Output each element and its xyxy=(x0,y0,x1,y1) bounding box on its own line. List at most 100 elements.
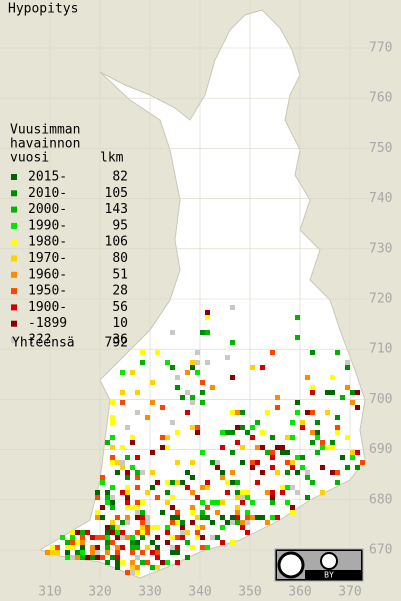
observation-dot xyxy=(155,350,160,355)
observation-dot xyxy=(130,535,135,540)
observation-dot xyxy=(140,500,145,505)
observation-dot xyxy=(140,560,145,565)
observation-dot xyxy=(255,480,260,485)
legend-count: 28 xyxy=(112,284,128,299)
observation-dot xyxy=(245,430,250,435)
observation-dot xyxy=(270,515,275,520)
observation-dot xyxy=(100,535,105,540)
observation-dot xyxy=(115,535,120,540)
observation-dot xyxy=(275,470,280,475)
observation-dot xyxy=(270,495,275,500)
cc-icon xyxy=(277,551,305,579)
observation-dot xyxy=(75,555,80,560)
observation-dot xyxy=(245,490,250,495)
observation-dot xyxy=(270,350,275,355)
observation-dot xyxy=(235,480,240,485)
observation-dot xyxy=(335,470,340,475)
observation-dot xyxy=(125,520,130,525)
observation-dot xyxy=(185,485,190,490)
observation-dot xyxy=(140,535,145,540)
observation-dot xyxy=(335,430,340,435)
observation-dot xyxy=(205,545,210,550)
observation-dot xyxy=(350,450,355,455)
legend-label: -1899 xyxy=(28,316,67,331)
observation-dot xyxy=(140,550,145,555)
observation-dot xyxy=(190,475,195,480)
observation-dot xyxy=(255,445,260,450)
observation-dot xyxy=(115,565,120,570)
observation-dot xyxy=(145,490,150,495)
observation-dot xyxy=(95,495,100,500)
observation-dot xyxy=(300,425,305,430)
observation-dot xyxy=(240,490,245,495)
observation-dot xyxy=(115,560,120,565)
observation-dot xyxy=(80,555,85,560)
observation-dot xyxy=(180,530,185,535)
observation-dot xyxy=(115,525,120,530)
observation-dot xyxy=(130,570,135,575)
observation-dot xyxy=(120,390,125,395)
observation-dot xyxy=(55,545,60,550)
observation-dot xyxy=(220,540,225,545)
x-axis-label: 320 xyxy=(88,585,111,600)
observation-dot xyxy=(65,550,70,555)
observation-dot xyxy=(200,515,205,520)
y-axis-label: 730 xyxy=(369,241,392,256)
observation-dot xyxy=(290,510,295,515)
observation-dot xyxy=(285,485,290,490)
observation-dot xyxy=(220,430,225,435)
observation-dot xyxy=(140,515,145,520)
observation-dot xyxy=(205,310,210,315)
observation-dot xyxy=(145,525,150,530)
observation-dot xyxy=(75,530,80,535)
observation-dot xyxy=(320,440,325,445)
legend-count-heading: lkm xyxy=(100,151,124,166)
observation-dot xyxy=(190,400,195,405)
observation-dot xyxy=(305,375,310,380)
observation-dot xyxy=(220,470,225,475)
observation-dot xyxy=(155,555,160,560)
observation-dot xyxy=(185,470,190,475)
observation-dot xyxy=(125,425,130,430)
legend-label: 1950- xyxy=(28,284,67,299)
observation-dot xyxy=(105,490,110,495)
observation-dot xyxy=(85,555,90,560)
observation-dot xyxy=(250,425,255,430)
observation-dot xyxy=(50,545,55,550)
observation-dot xyxy=(150,470,155,475)
observation-dot xyxy=(230,410,235,415)
observation-dot xyxy=(95,535,100,540)
observation-dot xyxy=(210,500,215,505)
observation-dot xyxy=(235,510,240,515)
observation-dot xyxy=(150,450,155,455)
observation-dot xyxy=(135,530,140,535)
observation-dot xyxy=(80,545,85,550)
observation-dot xyxy=(360,460,365,465)
observation-dot xyxy=(110,435,115,440)
x-axis-label: 330 xyxy=(138,585,161,600)
observation-dot xyxy=(235,495,240,500)
observation-dot xyxy=(175,515,180,520)
observation-dot xyxy=(130,565,135,570)
observation-dot xyxy=(250,465,255,470)
observation-dot xyxy=(135,500,140,505)
observation-dot xyxy=(190,510,195,515)
observation-dot xyxy=(290,465,295,470)
observation-dot xyxy=(150,485,155,490)
observation-dot xyxy=(180,525,185,530)
observation-dot xyxy=(65,545,70,550)
observation-dot xyxy=(225,490,230,495)
observation-dot xyxy=(310,410,315,415)
observation-dot xyxy=(120,370,125,375)
finland-outline xyxy=(38,9,366,579)
observation-dot xyxy=(190,520,195,525)
observation-dot xyxy=(65,540,70,545)
y-axis-label: 670 xyxy=(369,543,392,558)
observation-dot xyxy=(180,520,185,525)
observation-dot xyxy=(120,530,125,535)
observation-dot xyxy=(95,555,100,560)
observation-dot xyxy=(235,520,240,525)
observation-dot xyxy=(135,410,140,415)
observation-dot xyxy=(190,545,195,550)
observation-dot xyxy=(160,560,165,565)
